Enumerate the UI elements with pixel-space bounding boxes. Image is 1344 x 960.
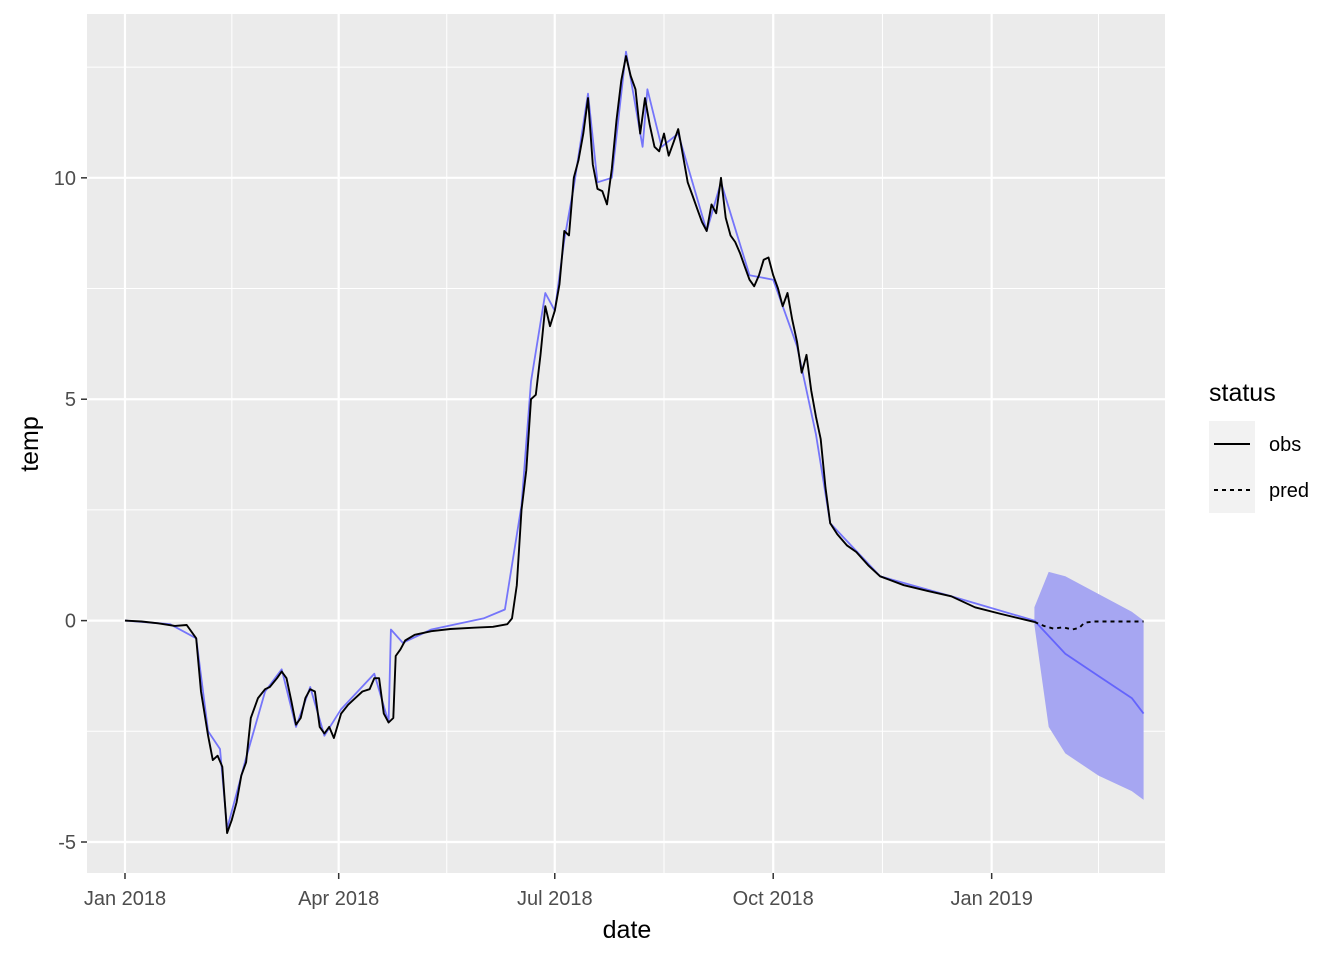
legend: status obs pred <box>1209 379 1309 513</box>
legend-label-pred: pred <box>1269 480 1309 502</box>
x-tick-label: Jan 2019 <box>951 888 1033 910</box>
y-tick-label: -5 <box>58 832 76 854</box>
grid-lines <box>87 14 1165 873</box>
legend-items: obs pred <box>1209 421 1309 513</box>
prediction-band <box>1034 571 1144 800</box>
y-tick-label: 10 <box>54 168 76 190</box>
y-tick-label: 0 <box>65 611 76 633</box>
x-tick-label: Jul 2018 <box>517 888 593 910</box>
x-tick-label: Apr 2018 <box>298 888 379 910</box>
legend-label-obs: obs <box>1269 434 1301 456</box>
x-tick-label: Oct 2018 <box>733 888 814 910</box>
x-axis-title: date <box>603 916 652 944</box>
panel-background <box>87 14 1165 873</box>
y-tick-label: 5 <box>65 389 76 411</box>
pred-line <box>1034 620 1144 631</box>
data-series <box>124 50 1145 835</box>
plot-panel <box>87 14 1165 873</box>
axes: -5 0 5 10 Jan 2018 Apr 2018 Jul 2018 Oct 2018 Ja… <box>54 168 1033 910</box>
legend-title: status <box>1209 379 1276 407</box>
obs-line <box>124 55 1035 835</box>
prediction-band-area <box>1034 571 1144 800</box>
x-tick-label: Jan 2018 <box>84 888 166 910</box>
y-axis-title: temp <box>16 416 44 472</box>
